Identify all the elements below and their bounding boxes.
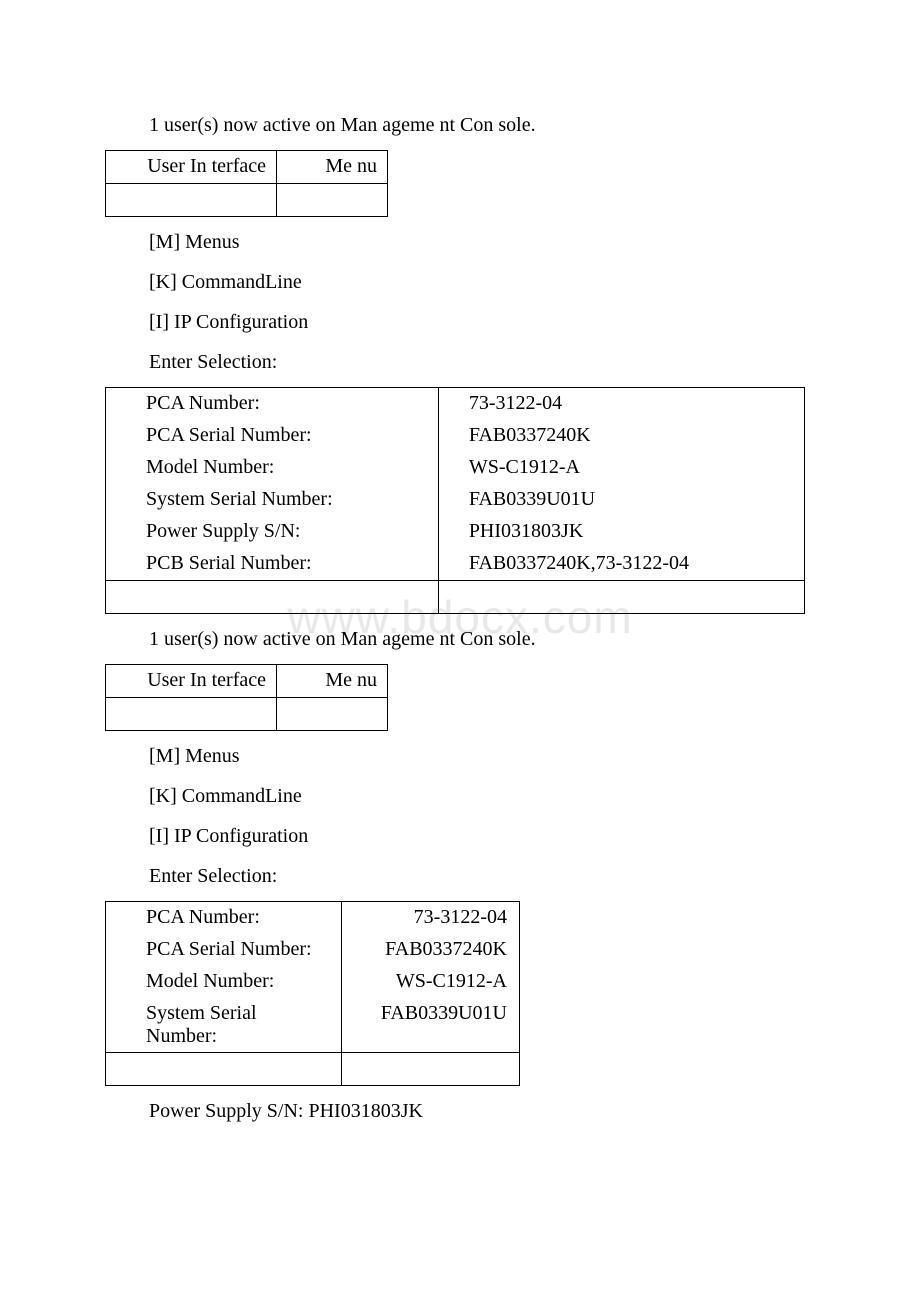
row-label: System Serial Number: (106, 484, 439, 516)
ui-table1-left: User In terface (106, 151, 277, 184)
row-value: FAB0339U01U (438, 484, 804, 516)
info-table-1: PCA Number: 73-3122-04 PCA Serial Number… (105, 387, 805, 614)
menu-option-m-1: [M] Menus (105, 227, 815, 257)
row-label: System Serial Number: (106, 998, 342, 1053)
menu-option-k-2: [K] CommandLine (105, 781, 815, 811)
row-value: FAB0337240K,73-3122-04 (438, 548, 804, 581)
power-supply-line: Power Supply S/N: PHI031803JK (105, 1096, 815, 1126)
menu-option-i-1: [I] IP Configuration (105, 307, 815, 337)
row-value: 73-3122-04 (438, 388, 804, 421)
ui-table2-empty-right (277, 698, 388, 731)
row-value: FAB0339U01U (342, 998, 520, 1053)
enter-selection-1: Enter Selection: (105, 347, 815, 377)
empty-cell (438, 581, 804, 614)
row-value: WS-C1912-A (342, 966, 520, 998)
ui-table2-empty-left (106, 698, 277, 731)
row-label: PCB Serial Number: (106, 548, 439, 581)
row-value: 73-3122-04 (342, 902, 520, 935)
ui-menu-table-2: User In terface Me nu (105, 664, 388, 731)
active-users-line-2: 1 user(s) now active on Man ageme nt Con… (105, 624, 815, 654)
row-label: PCA Number: (106, 388, 439, 421)
row-value: PHI031803JK (438, 516, 804, 548)
row-value: WS-C1912-A (438, 452, 804, 484)
empty-cell (106, 581, 439, 614)
ui-table2-right: Me nu (277, 665, 388, 698)
row-label: PCA Serial Number: (106, 934, 342, 966)
menu-option-k-1: [K] CommandLine (105, 267, 815, 297)
row-label: PCA Serial Number: (106, 420, 439, 452)
empty-cell (106, 1053, 342, 1086)
ui-table1-empty-right (277, 184, 388, 217)
ui-menu-table-1: User In terface Me nu (105, 150, 388, 217)
row-label: Model Number: (106, 966, 342, 998)
active-users-line-1: 1 user(s) now active on Man ageme nt Con… (105, 110, 815, 140)
ui-table2-left: User In terface (106, 665, 277, 698)
menu-option-m-2: [M] Menus (105, 741, 815, 771)
row-label: PCA Number: (106, 902, 342, 935)
empty-cell (342, 1053, 520, 1086)
ui-table1-right: Me nu (277, 151, 388, 184)
menu-option-i-2: [I] IP Configuration (105, 821, 815, 851)
info-table-2: PCA Number: 73-3122-04 PCA Serial Number… (105, 901, 520, 1086)
row-value: FAB0337240K (342, 934, 520, 966)
enter-selection-2: Enter Selection: (105, 861, 815, 891)
row-label: Model Number: (106, 452, 439, 484)
document-page: 1 user(s) now active on Man ageme nt Con… (0, 0, 920, 1196)
row-label: Power Supply S/N: (106, 516, 439, 548)
ui-table1-empty-left (106, 184, 277, 217)
row-value: FAB0337240K (438, 420, 804, 452)
